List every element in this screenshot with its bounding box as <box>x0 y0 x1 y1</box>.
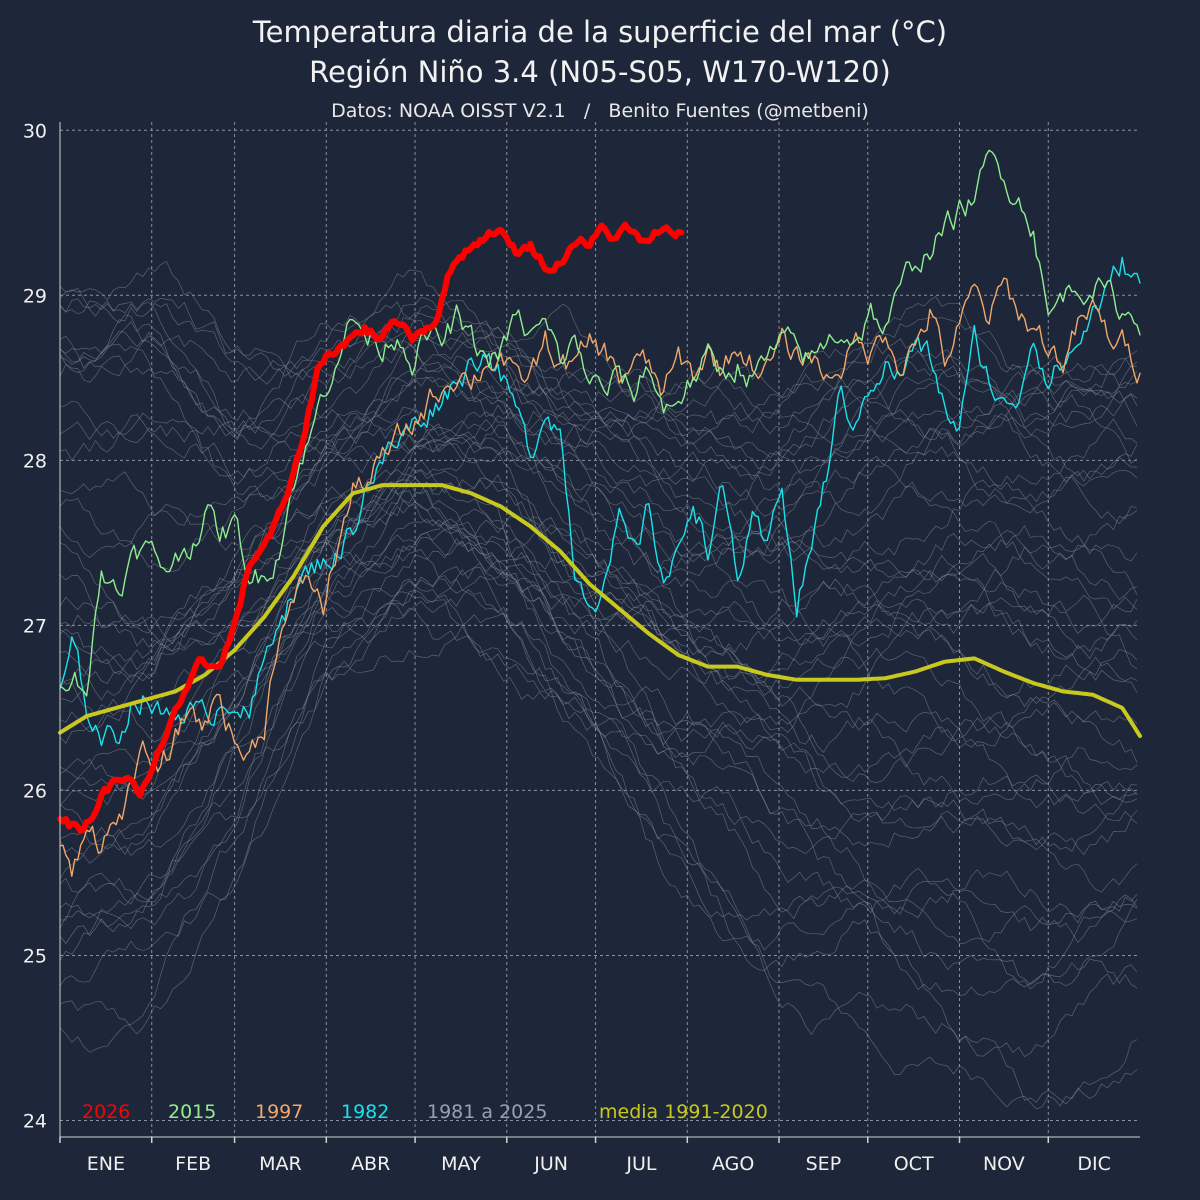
series-line-2015 <box>59 149 1141 697</box>
historical-year-line <box>59 300 1138 445</box>
series-line-1997 <box>59 277 1141 877</box>
historical-year-line <box>59 612 1138 1110</box>
month-label: DIC <box>1077 1153 1111 1175</box>
historical-year-line <box>59 479 1138 763</box>
historical-year-line <box>59 477 1138 879</box>
month-label: JUL <box>625 1153 657 1175</box>
historical-year-line <box>59 424 1138 577</box>
y-tick-label: 30 <box>23 120 47 142</box>
y-tick-label: 24 <box>23 1110 47 1132</box>
y-tick-label: 26 <box>23 780 47 802</box>
historical-year-line <box>59 474 1138 801</box>
historical-year-line <box>59 321 1138 534</box>
historical-year-line <box>59 589 1138 943</box>
historical-year-line <box>59 531 1138 856</box>
chart-subtitle: Región Niño 3.4 (N05-S05, W170-W120) <box>309 55 891 89</box>
series-line-2026 <box>57 221 685 834</box>
historical-year-line <box>59 535 1138 933</box>
legend-entry: 2026 <box>82 1101 130 1123</box>
historical-year-line <box>59 591 1138 1058</box>
legend-entry: 1997 <box>255 1101 303 1123</box>
historical-year-line <box>59 562 1138 893</box>
y-tick-label: 29 <box>23 285 47 307</box>
legend-entry: 1982 <box>341 1101 389 1123</box>
historical-year-line <box>60 549 1138 944</box>
historical-year-line <box>59 425 1138 634</box>
y-tick-label: 27 <box>23 615 47 637</box>
historical-year-line <box>59 335 1138 480</box>
historical-year-line <box>59 508 1138 839</box>
month-label: NOV <box>983 1153 1025 1175</box>
month-label: ENE <box>87 1153 125 1175</box>
historical-year-line <box>59 404 1138 645</box>
series-line-1982 <box>59 256 1141 747</box>
historical-year-line <box>59 469 1138 744</box>
historical-year-line <box>59 437 1138 648</box>
historical-year-line <box>59 336 1138 570</box>
month-label: ABR <box>351 1153 390 1175</box>
month-label: MAY <box>441 1153 481 1175</box>
historical-years-lines <box>59 261 1138 1110</box>
historical-year-line <box>59 481 1138 670</box>
chart-source: Datos: NOAA OISST V2.1 / Benito Fuentes … <box>331 100 869 122</box>
month-label: SEP <box>806 1153 842 1175</box>
axes: 24 25 26 27 28 29 30 ENE FEB MAR ABR MAY JUN JUL AGO SE… <box>23 120 1140 1175</box>
historical-year-line <box>59 518 1138 809</box>
historical-year-line <box>59 459 1138 662</box>
historical-year-line <box>59 286 1138 409</box>
series-line-media-1991-2020 <box>58 483 1142 738</box>
historical-year-line <box>59 376 1138 517</box>
historical-year-line <box>59 483 1138 697</box>
month-label: FEB <box>175 1153 211 1175</box>
historical-year-line <box>59 343 1138 511</box>
historical-year-line <box>59 406 1138 562</box>
historical-year-line <box>59 269 1138 471</box>
series-lines <box>57 149 1142 877</box>
historical-year-line <box>59 501 1138 805</box>
historical-year-line <box>59 566 1138 1105</box>
legend-entry: media 1991-2020 <box>599 1101 768 1123</box>
legend-entry: 2015 <box>168 1101 216 1123</box>
historical-year-line <box>59 377 1138 565</box>
historical-year-line <box>59 436 1138 717</box>
historical-year-line <box>59 470 1138 708</box>
month-label: JUN <box>533 1153 568 1175</box>
month-label: OCT <box>894 1153 934 1175</box>
historical-year-line <box>59 261 1138 435</box>
legend-entry: 1981 a 2025 <box>427 1101 547 1123</box>
y-tick-label: 28 <box>23 450 47 472</box>
legend: 2026 2015 1997 1982 1981 a 2025 media 1991-20… <box>82 1101 768 1123</box>
historical-year-line <box>59 576 1138 987</box>
historical-year-line <box>59 296 1138 474</box>
chart-title: Temperatura diaria de la superficie del … <box>252 15 948 49</box>
y-tick-label: 25 <box>23 945 47 967</box>
historical-year-line <box>59 522 1138 805</box>
historical-year-line <box>59 602 1138 996</box>
grid <box>59 122 1140 1137</box>
month-label: MAR <box>259 1153 302 1175</box>
month-label: AGO <box>712 1153 754 1175</box>
historical-year-line <box>59 418 1138 675</box>
